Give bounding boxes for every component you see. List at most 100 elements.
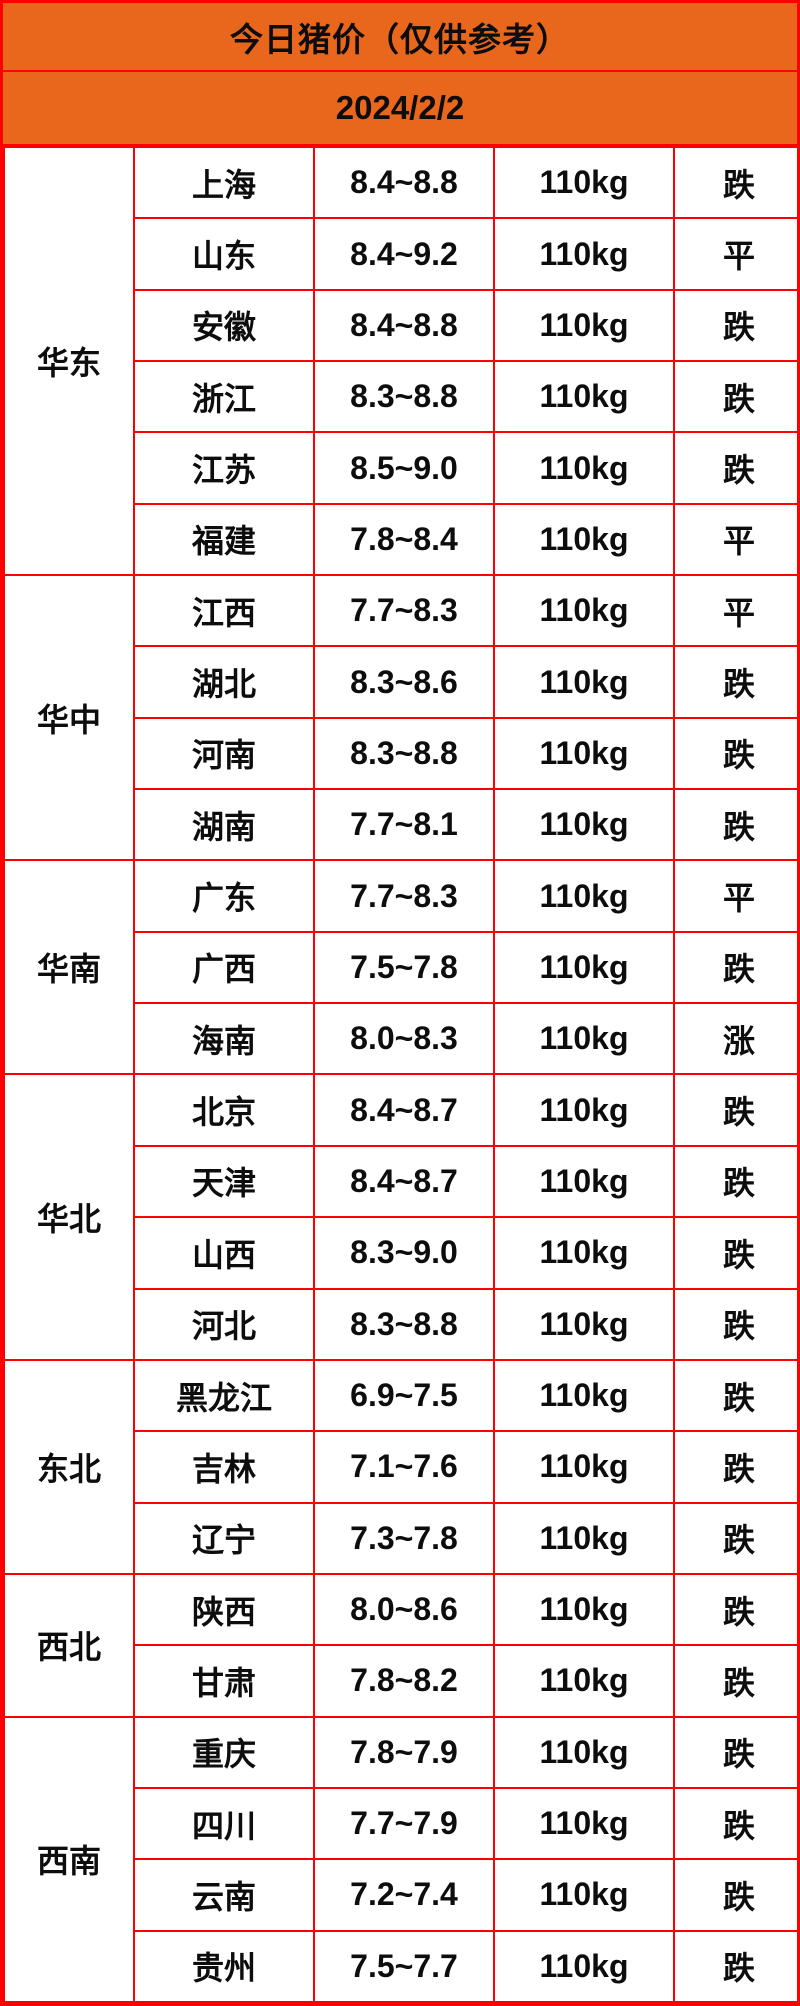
region-cell: 西北 bbox=[3, 1572, 135, 1718]
trend-cell: 跌 bbox=[673, 1572, 800, 1647]
price-cell: 7.8~7.9 bbox=[313, 1715, 495, 1789]
table-row: 安徽 8.4~8.8 110kg 跌 bbox=[4, 288, 800, 363]
table-row: 东北 黑龙江 6.9~7.5 110kg 跌 bbox=[3, 1358, 800, 1575]
weight-cell: 110kg bbox=[493, 1002, 675, 1076]
province-cell: 黑龙江 bbox=[133, 1358, 315, 1433]
region-cell: 华南 bbox=[3, 859, 135, 1076]
province-cell: 甘肃 bbox=[133, 1644, 315, 1718]
price-table: 华东 上海 8.4~8.8 110kg 跌山东 8.4~9.2 110kg 平安徽 8.4~8.… bbox=[3, 145, 800, 2004]
trend-cell: 跌 bbox=[673, 360, 800, 434]
trend-cell: 跌 bbox=[673, 288, 800, 363]
province-cell: 福建 bbox=[133, 502, 315, 577]
weight-cell: 110kg bbox=[493, 360, 675, 434]
trend-cell: 跌 bbox=[673, 1929, 800, 2004]
weight-cell: 110kg bbox=[493, 1358, 675, 1433]
table-row: 河北 8.3~8.8 110kg 跌 bbox=[4, 1287, 800, 1361]
weight-cell: 110kg bbox=[493, 1572, 675, 1647]
table-row: 西南 重庆 7.8~7.9 110kg 跌 bbox=[3, 1715, 800, 2004]
price-cell: 8.4~8.7 bbox=[313, 1144, 495, 1219]
region-cell: 西南 bbox=[3, 1715, 135, 2004]
trend-cell: 跌 bbox=[673, 1430, 800, 1504]
province-cell: 湖南 bbox=[133, 788, 315, 862]
price-cell: 7.3~7.8 bbox=[313, 1501, 495, 1575]
province-cell: 重庆 bbox=[133, 1715, 315, 1789]
trend-cell: 平 bbox=[673, 217, 800, 291]
price-cell: 7.8~8.4 bbox=[313, 502, 495, 577]
province-cell: 山西 bbox=[133, 1216, 315, 1290]
price-cell: 8.3~9.0 bbox=[313, 1216, 495, 1290]
table-row: 山东 8.4~9.2 110kg 平 bbox=[4, 217, 800, 291]
province-cell: 广西 bbox=[133, 930, 315, 1005]
region-cell: 华北 bbox=[3, 1073, 135, 1361]
table-row: 河南 8.3~8.8 110kg 跌 bbox=[4, 716, 800, 791]
price-cell: 7.1~7.6 bbox=[313, 1430, 495, 1504]
weight-cell: 110kg bbox=[493, 1287, 675, 1361]
table-row: 湖北 8.3~8.6 110kg 跌 bbox=[4, 645, 800, 719]
price-cell: 8.0~8.6 bbox=[313, 1572, 495, 1647]
weight-cell: 110kg bbox=[493, 431, 675, 505]
trend-cell: 跌 bbox=[673, 930, 800, 1005]
trend-cell: 涨 bbox=[673, 1002, 800, 1076]
region-cell: 华中 bbox=[3, 574, 135, 862]
table-row: 福建 7.8~8.4 110kg 平 bbox=[4, 502, 800, 577]
price-cell: 6.9~7.5 bbox=[313, 1358, 495, 1433]
weight-cell: 110kg bbox=[493, 1715, 675, 1789]
province-cell: 陕西 bbox=[133, 1572, 315, 1647]
price-cell: 8.4~8.8 bbox=[313, 288, 495, 363]
weight-cell: 110kg bbox=[493, 930, 675, 1005]
province-cell: 安徽 bbox=[133, 288, 315, 363]
province-cell: 广东 bbox=[133, 859, 315, 933]
table-row: 湖南 7.7~8.1 110kg 跌 bbox=[4, 788, 800, 862]
weight-cell: 110kg bbox=[493, 788, 675, 862]
province-cell: 河北 bbox=[133, 1287, 315, 1361]
page-title: 今日猪价（仅供参考） bbox=[3, 3, 797, 72]
trend-cell: 跌 bbox=[673, 1501, 800, 1575]
weight-cell: 110kg bbox=[493, 1430, 675, 1504]
region-cell: 华东 bbox=[3, 145, 135, 577]
province-cell: 北京 bbox=[133, 1073, 315, 1147]
price-cell: 8.3~8.6 bbox=[313, 645, 495, 719]
price-cell: 8.3~8.8 bbox=[313, 360, 495, 434]
price-cell: 7.2~7.4 bbox=[313, 1858, 495, 1932]
table-row: 浙江 8.3~8.8 110kg 跌 bbox=[4, 360, 800, 434]
weight-cell: 110kg bbox=[493, 1144, 675, 1219]
weight-cell: 110kg bbox=[493, 1501, 675, 1575]
trend-cell: 跌 bbox=[673, 1216, 800, 1290]
weight-cell: 110kg bbox=[493, 217, 675, 291]
trend-cell: 跌 bbox=[673, 431, 800, 505]
region-cell: 东北 bbox=[3, 1358, 135, 1575]
weight-cell: 110kg bbox=[493, 1644, 675, 1718]
trend-cell: 跌 bbox=[673, 1644, 800, 1718]
province-cell: 云南 bbox=[133, 1858, 315, 1932]
weight-cell: 110kg bbox=[493, 1929, 675, 2004]
price-cell: 7.5~7.7 bbox=[313, 1929, 495, 2004]
price-table-body: 华东 上海 8.4~8.8 110kg 跌山东 8.4~9.2 110kg 平安徽 8.4~8.… bbox=[3, 145, 800, 2004]
weight-cell: 110kg bbox=[493, 716, 675, 791]
date-label: 2024/2/2 bbox=[3, 72, 797, 146]
trend-cell: 跌 bbox=[673, 788, 800, 862]
table-row: 广西 7.5~7.8 110kg 跌 bbox=[4, 930, 800, 1005]
price-cell: 7.5~7.8 bbox=[313, 930, 495, 1005]
weight-cell: 110kg bbox=[493, 1786, 675, 1861]
weight-cell: 110kg bbox=[493, 859, 675, 933]
price-cell: 7.7~8.3 bbox=[313, 574, 495, 648]
trend-cell: 平 bbox=[673, 502, 800, 577]
province-cell: 山东 bbox=[133, 217, 315, 291]
price-cell: 8.5~9.0 bbox=[313, 431, 495, 505]
price-cell: 8.4~8.8 bbox=[313, 145, 495, 220]
province-cell: 辽宁 bbox=[133, 1501, 315, 1575]
price-cell: 8.0~8.3 bbox=[313, 1002, 495, 1076]
price-cell: 8.4~9.2 bbox=[313, 217, 495, 291]
table-row: 江苏 8.5~9.0 110kg 跌 bbox=[4, 431, 800, 505]
table-row: 海南 8.0~8.3 110kg 涨 bbox=[4, 1002, 800, 1076]
price-cell: 7.7~7.9 bbox=[313, 1786, 495, 1861]
trend-cell: 跌 bbox=[673, 1073, 800, 1147]
table-row: 云南 7.2~7.4 110kg 跌 bbox=[4, 1858, 800, 1932]
trend-cell: 跌 bbox=[673, 1358, 800, 1433]
trend-cell: 平 bbox=[673, 574, 800, 648]
weight-cell: 110kg bbox=[493, 288, 675, 363]
weight-cell: 110kg bbox=[493, 574, 675, 648]
weight-cell: 110kg bbox=[493, 1858, 675, 1932]
weight-cell: 110kg bbox=[493, 1216, 675, 1290]
trend-cell: 跌 bbox=[673, 1858, 800, 1932]
